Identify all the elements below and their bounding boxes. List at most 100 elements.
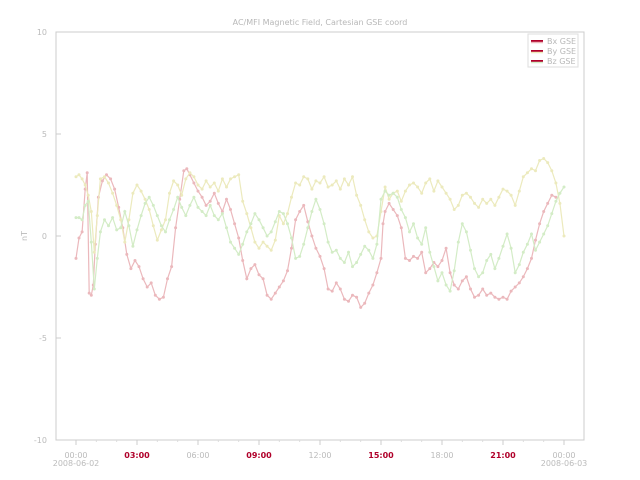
data-point-by-gse — [403, 189, 407, 193]
data-point-by-gse — [521, 175, 525, 179]
data-point-by-gse — [334, 179, 338, 183]
series-layer — [74, 157, 566, 309]
data-point-bz-gse — [509, 246, 513, 250]
data-point-by-gse — [395, 189, 399, 193]
data-point-by-gse — [477, 205, 481, 209]
data-point-bx-gse — [241, 259, 245, 262]
data-point-bz-gse — [440, 271, 444, 275]
data-point-bz-gse — [241, 242, 245, 246]
data-point-by-gse — [338, 187, 342, 191]
data-point-bz-gse — [554, 199, 558, 203]
data-point-bx-gse — [460, 279, 464, 283]
data-point-by-gse — [464, 191, 468, 195]
data-point-bx-gse — [113, 187, 117, 191]
data-point-bz-gse — [277, 210, 281, 213]
data-point-bz-gse — [107, 224, 110, 228]
data-point-bz-gse — [253, 212, 257, 216]
data-point-by-gse — [330, 183, 334, 187]
data-point-bx-gse — [456, 287, 460, 291]
y-tick-label: -10 — [34, 436, 47, 445]
data-point-by-gse — [428, 177, 432, 181]
data-point-by-gse — [212, 181, 216, 185]
data-point-by-gse — [509, 193, 513, 197]
data-point-by-gse — [159, 228, 163, 232]
data-point-bx-gse — [530, 256, 533, 260]
data-point-bz-gse — [147, 195, 151, 199]
data-point-by-gse — [241, 199, 245, 203]
data-point-bx-gse — [249, 267, 253, 271]
data-point-bz-gse — [338, 256, 342, 260]
x-tick-label: 15:00 — [368, 451, 394, 460]
data-point-bx-gse — [133, 259, 137, 262]
data-point-bz-gse — [513, 271, 517, 275]
data-point-bz-gse — [497, 256, 501, 260]
data-point-bx-gse — [277, 285, 281, 289]
data-point-bx-gse — [225, 197, 228, 201]
y-tick-label: 10 — [37, 28, 47, 37]
data-point-bx-gse — [125, 252, 129, 256]
x-tick-label: 21:00 — [490, 451, 516, 460]
data-point-bx-gse — [334, 281, 338, 285]
data-point-bz-gse — [517, 263, 521, 267]
data-point-bz-gse — [371, 256, 375, 260]
data-point-bz-gse — [127, 224, 131, 228]
data-point-bz-gse — [200, 210, 204, 213]
data-point-bz-gse — [424, 226, 428, 230]
data-point-bz-gse — [249, 222, 253, 226]
data-point-by-gse — [302, 175, 306, 179]
data-point-bx-gse — [74, 256, 78, 260]
data-point-bx-gse — [85, 171, 89, 175]
data-point-bx-gse — [408, 259, 411, 262]
x-tick-date-label: 2008-06-03 — [541, 459, 588, 468]
data-point-bz-gse — [452, 269, 456, 273]
data-point-bx-gse — [212, 191, 216, 195]
data-point-by-gse — [318, 181, 322, 185]
data-point-bz-gse — [155, 214, 159, 218]
legend-label: Bz GSE — [547, 57, 576, 66]
data-point-bx-gse — [80, 230, 84, 234]
data-point-bx-gse — [395, 214, 399, 218]
data-point-bz-gse — [135, 228, 139, 232]
legend-item-bz-gse: Bz GSE — [531, 57, 576, 66]
data-point-bx-gse — [505, 297, 509, 301]
data-point-bz-gse — [131, 244, 135, 248]
data-point-bx-gse — [261, 277, 265, 281]
data-point-bx-gse — [174, 226, 178, 230]
data-point-bz-gse — [237, 252, 241, 256]
data-point-bx-gse — [338, 287, 342, 291]
data-point-by-gse — [261, 240, 265, 244]
data-point-by-gse — [367, 230, 371, 234]
data-point-bx-gse — [129, 267, 133, 271]
data-point-bz-gse — [542, 232, 546, 236]
data-point-bz-gse — [501, 244, 505, 248]
data-point-bx-gse — [444, 246, 448, 250]
legend-label: Bx GSE — [547, 37, 576, 46]
data-point-bx-gse — [436, 265, 440, 269]
data-point-bz-gse — [399, 208, 403, 211]
data-point-bz-gse — [322, 222, 326, 226]
data-point-by-gse — [192, 175, 196, 179]
data-point-bx-gse — [137, 265, 141, 269]
data-point-bz-gse — [485, 259, 489, 262]
data-point-bx-gse — [469, 287, 472, 291]
data-point-by-gse — [326, 185, 330, 189]
data-point-bx-gse — [105, 173, 108, 177]
data-point-by-gse — [432, 189, 436, 193]
data-point-bx-gse — [420, 250, 424, 254]
x-tick-label: 09:00 — [246, 451, 272, 460]
data-point-by-gse — [416, 185, 420, 189]
data-point-by-gse — [530, 167, 533, 171]
data-point-by-gse — [95, 214, 99, 218]
data-point-by-gse — [119, 218, 123, 222]
data-point-bx-gse — [383, 210, 387, 213]
data-point-bz-gse — [151, 203, 155, 207]
data-point-by-gse — [107, 181, 110, 185]
data-point-bz-gse — [477, 275, 481, 279]
data-point-by-gse — [139, 189, 143, 193]
data-point-by-gse — [294, 181, 298, 185]
data-point-bx-gse — [513, 285, 517, 289]
data-point-by-gse — [196, 183, 200, 187]
data-point-by-gse — [257, 246, 261, 250]
data-point-by-gse — [399, 199, 403, 203]
